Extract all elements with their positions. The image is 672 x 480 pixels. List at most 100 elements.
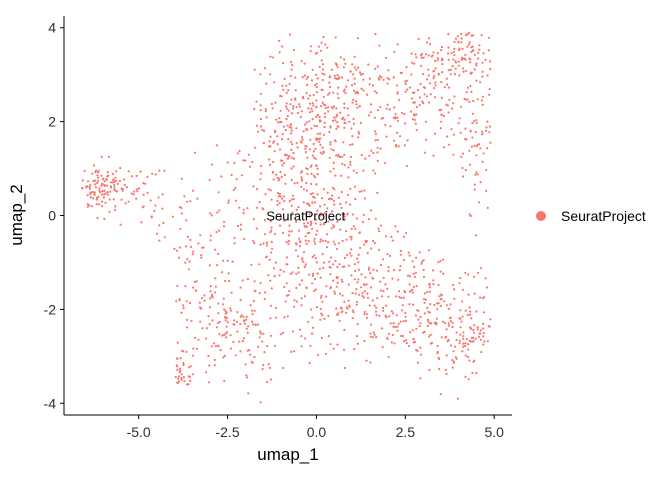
scatter-point: [111, 172, 115, 175]
scatter-point: [439, 259, 442, 263]
scatter-point: [439, 393, 442, 396]
scatter-point: [412, 285, 415, 288]
scatter-point: [278, 148, 282, 151]
scatter-point: [475, 121, 478, 125]
scatter-point: [267, 145, 271, 148]
scatter-point: [144, 182, 147, 185]
scatter-point: [184, 261, 187, 264]
scatter-point: [329, 141, 332, 144]
scatter-point: [269, 378, 273, 381]
scatter-point: [313, 84, 316, 87]
scatter-point: [489, 141, 492, 144]
scatter-point: [451, 65, 454, 68]
scatter-point: [475, 119, 478, 122]
scatter-point: [337, 77, 340, 80]
scatter-point: [343, 153, 346, 156]
scatter-point: [423, 301, 426, 304]
scatter-point: [419, 82, 422, 86]
scatter-point: [454, 61, 458, 64]
scatter-point: [251, 160, 254, 164]
scatter-point: [192, 189, 195, 192]
scatter-point: [402, 258, 405, 262]
scatter-point: [180, 349, 184, 352]
scatter-point: [389, 322, 392, 325]
scatter-point: [337, 97, 340, 100]
scatter-point: [249, 304, 252, 307]
scatter-point: [353, 55, 356, 59]
scatter-point: [413, 62, 416, 65]
scatter-point: [464, 169, 467, 172]
scatter-point: [308, 231, 311, 234]
scatter-point: [310, 107, 313, 110]
scatter-point: [88, 187, 92, 190]
scatter-point: [404, 90, 407, 93]
scatter-point: [319, 212, 322, 215]
scatter-point: [391, 333, 394, 337]
scatter-point: [294, 76, 297, 79]
scatter-point: [452, 153, 455, 156]
scatter-point: [274, 316, 277, 319]
scatter-point: [353, 278, 356, 281]
scatter-point: [200, 297, 203, 300]
scatter-point: [304, 147, 307, 150]
scatter-point: [400, 296, 403, 300]
scatter-point: [101, 200, 104, 203]
scatter-point: [295, 286, 298, 290]
scatter-point: [476, 98, 479, 101]
scatter-point: [295, 127, 298, 130]
scatter-point: [379, 280, 382, 283]
scatter-point: [363, 313, 366, 316]
scatter-point: [302, 130, 305, 133]
scatter-point: [432, 154, 435, 157]
scatter-point: [460, 56, 464, 60]
scatter-point: [97, 176, 100, 179]
scatter-point: [264, 291, 267, 294]
scatter-point: [300, 179, 303, 182]
scatter-point: [285, 282, 288, 285]
scatter-point: [426, 306, 429, 309]
scatter-point: [288, 239, 291, 243]
scatter-point: [258, 292, 261, 295]
scatter-point: [375, 269, 378, 272]
scatter-point: [210, 163, 214, 166]
scatter-point: [480, 351, 483, 354]
scatter-point: [393, 139, 396, 142]
scatter-point: [290, 60, 293, 64]
scatter-point: [420, 64, 423, 67]
scatter-point: [336, 281, 339, 284]
scatter-point: [356, 257, 359, 260]
y-tick-label: 4: [48, 20, 56, 36]
scatter-point: [96, 174, 99, 177]
scatter-point: [474, 130, 477, 134]
scatter-point: [316, 209, 319, 212]
scatter-point: [420, 353, 423, 356]
scatter-point: [314, 222, 317, 225]
scatter-point: [208, 381, 211, 384]
scatter-point: [446, 340, 449, 343]
scatter-point: [94, 183, 97, 186]
scatter-point: [315, 99, 318, 102]
scatter-point: [130, 192, 133, 195]
scatter-point: [335, 276, 338, 279]
scatter-point: [252, 240, 255, 243]
scatter-point: [434, 59, 437, 63]
scatter-point: [379, 75, 382, 78]
scatter-point: [335, 63, 338, 66]
scatter-point: [411, 291, 414, 294]
scatter-point: [459, 309, 462, 312]
scatter-point: [384, 314, 387, 317]
scatter-point: [104, 201, 107, 204]
scatter-point: [358, 231, 361, 234]
scatter-point: [151, 172, 154, 175]
scatter-point: [272, 141, 275, 144]
scatter-point: [272, 160, 275, 164]
scatter-point: [285, 105, 288, 108]
scatter-point: [469, 313, 472, 316]
scatter-point: [351, 292, 354, 295]
scatter-point: [408, 283, 411, 286]
scatter-point: [331, 210, 334, 213]
scatter-point: [316, 229, 319, 232]
scatter-point: [472, 34, 475, 37]
scatter-point: [295, 220, 298, 224]
scatter-point: [447, 32, 450, 36]
